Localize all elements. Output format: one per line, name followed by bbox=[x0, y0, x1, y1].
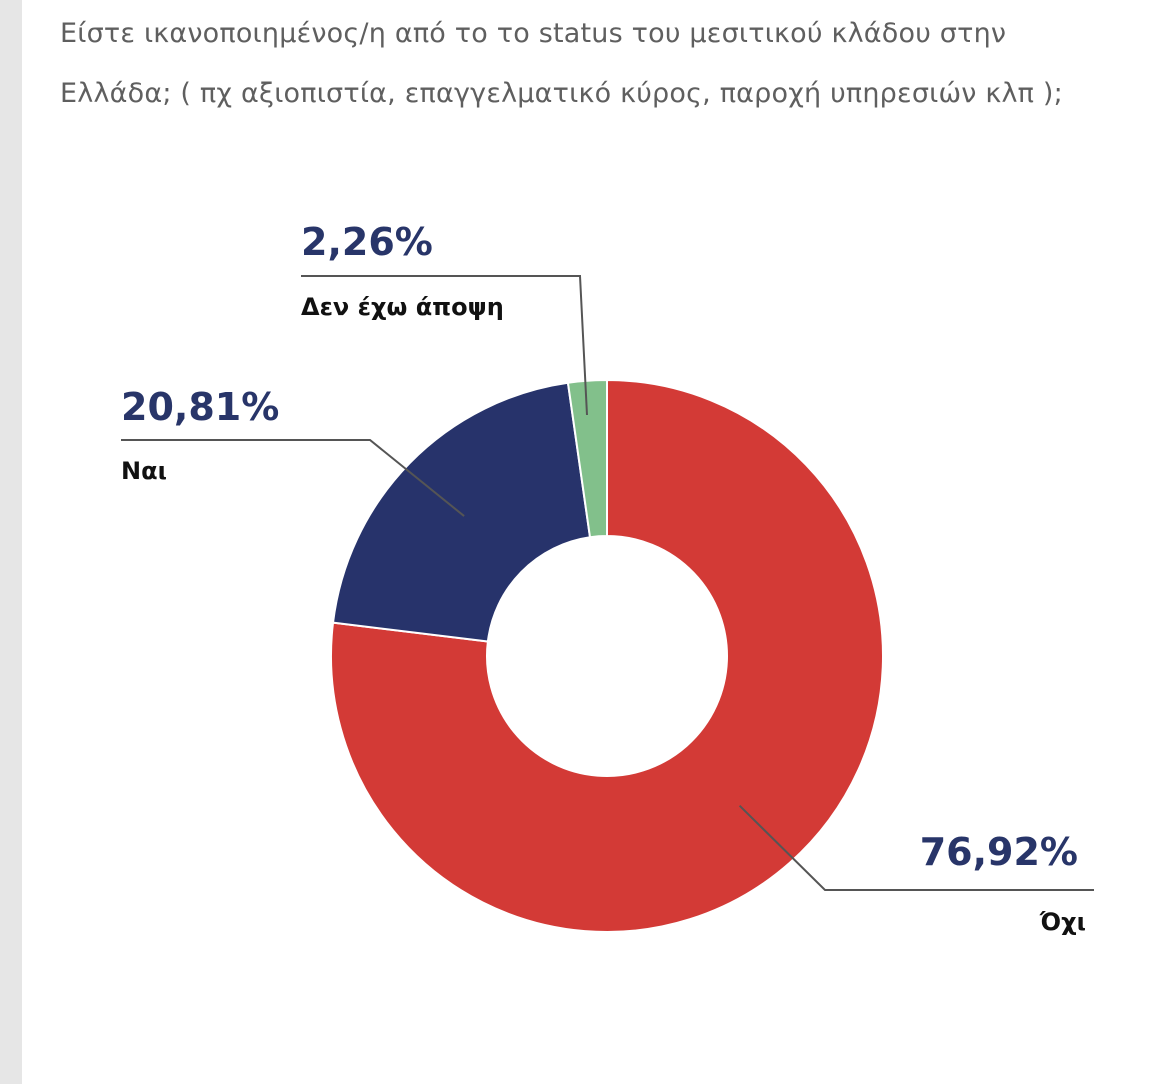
leader-line-no bbox=[738, 805, 1094, 891]
slice-no-opinion bbox=[566, 378, 608, 539]
question-line-2: Ελλάδα; ( πχ αξιοπιστία, επαγγελματικό κ… bbox=[60, 78, 1063, 109]
value-label-no-opinion: 2,26% bbox=[301, 220, 433, 264]
survey-question: Είστε ικανοποιημένος/η από το το status … bbox=[60, 4, 1150, 124]
slice-yes bbox=[331, 381, 592, 643]
leader-line-yes bbox=[121, 439, 465, 517]
leader-lines bbox=[121, 275, 1094, 891]
value-label-yes: 20,81% bbox=[121, 385, 279, 429]
donut-slices bbox=[330, 378, 884, 933]
left-border-bar bbox=[0, 0, 22, 1084]
category-label-no-opinion: Δεν έχω άποψη bbox=[301, 293, 504, 321]
category-label-yes: Ναι bbox=[121, 457, 167, 485]
question-line-1: Είστε ικανοποιημένος/η από το το status … bbox=[60, 18, 1007, 49]
slice-no bbox=[330, 378, 884, 933]
value-label-no: 76,92% bbox=[920, 830, 1078, 874]
leader-line-no-opinion bbox=[301, 275, 588, 416]
category-label-no: Όχι bbox=[1039, 908, 1086, 936]
